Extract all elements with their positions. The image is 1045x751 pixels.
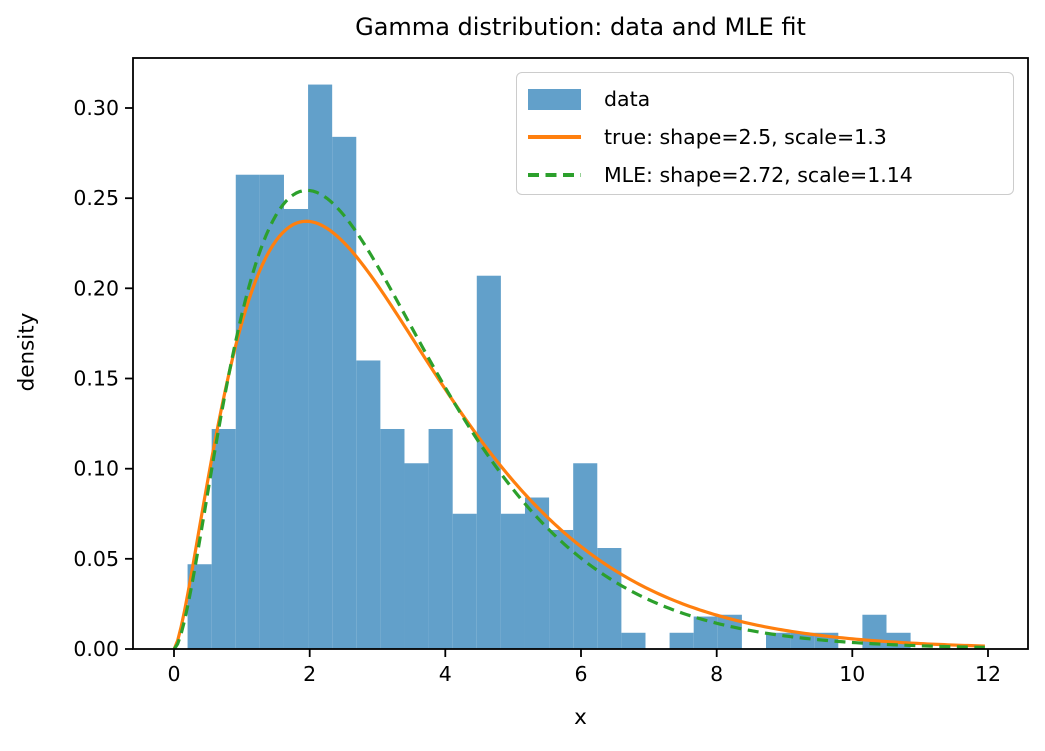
legend-swatch-mle — [528, 173, 581, 177]
x-tick-label: 12 — [975, 662, 1001, 686]
x-axis-label: x — [574, 705, 587, 730]
hist-bar — [452, 513, 477, 649]
hist-bar — [669, 632, 694, 649]
solid-line-icon — [528, 135, 581, 139]
hist-bar — [500, 513, 525, 649]
y-tick-label: 0.05 — [73, 547, 119, 571]
x-tick-label: 10 — [839, 662, 865, 686]
hist-bar — [259, 174, 284, 649]
hist-bar — [404, 463, 429, 649]
y-tick-label: 0.25 — [73, 186, 119, 210]
x-tick-label: 4 — [439, 662, 452, 686]
histogram-bars — [187, 84, 911, 650]
legend-label-data: data — [604, 87, 651, 111]
legend: data true: shape=2.5, scale=1.3 MLE: sha… — [516, 72, 1014, 195]
hist-bar — [380, 428, 405, 649]
true-pdf-curve — [172, 219, 985, 650]
hist-bar — [524, 497, 550, 649]
y-tick-label: 0.20 — [73, 276, 119, 300]
y-tick-label: 0.15 — [73, 367, 119, 391]
hist-bar — [428, 428, 453, 649]
x-tick-label: 2 — [303, 662, 316, 686]
hist-bar — [790, 632, 815, 649]
legend-item-mle: MLE: shape=2.72, scale=1.14 — [528, 156, 1003, 194]
legend-swatch-data — [528, 88, 581, 110]
hist-bar — [332, 136, 357, 650]
legend-swatch-true — [528, 135, 581, 139]
hist-bar — [211, 428, 236, 649]
y-tick-label: 0.10 — [73, 457, 119, 481]
y-axis-ticks: 0.00 0.05 0.10 0.15 0.20 0.25 0.30 — [73, 96, 133, 661]
data-patch-icon — [528, 88, 581, 110]
hist-bar — [621, 632, 646, 649]
x-axis-ticks: 0 2 4 6 8 10 12 — [167, 649, 1001, 686]
hist-bar — [597, 548, 622, 649]
legend-label-true: true: shape=2.5, scale=1.3 — [604, 125, 887, 149]
y-axis-label: density — [14, 312, 40, 392]
hist-bar — [283, 208, 309, 650]
chart-title: Gamma distribution: data and MLE fit — [355, 13, 806, 41]
y-tick-label: 0.00 — [73, 637, 119, 661]
hist-bar — [235, 174, 260, 649]
mle-pdf-curve — [172, 188, 985, 650]
y-tick-label: 0.30 — [73, 96, 119, 120]
hist-bar — [308, 84, 333, 649]
legend-label-mle: MLE: shape=2.72, scale=1.14 — [604, 163, 913, 187]
x-tick-label: 0 — [167, 662, 180, 686]
hist-bar — [549, 529, 574, 649]
legend-item-true: true: shape=2.5, scale=1.3 — [528, 118, 1003, 156]
hist-bar — [356, 360, 381, 649]
x-tick-label: 8 — [710, 662, 723, 686]
legend-item-data: data — [528, 80, 1003, 118]
dashed-line-icon — [528, 173, 581, 177]
x-tick-label: 6 — [574, 662, 587, 686]
